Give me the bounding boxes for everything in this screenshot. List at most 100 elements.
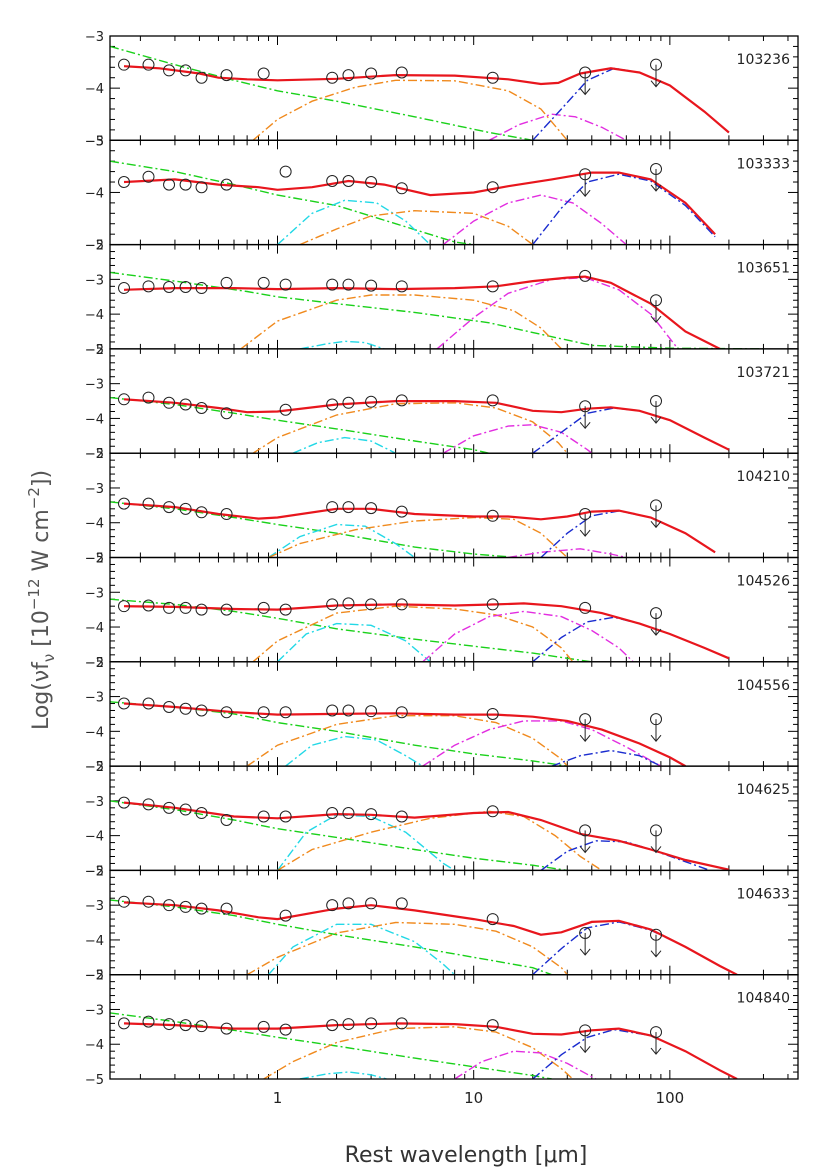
- photometry-point: [486, 71, 499, 84]
- photometry-point: [195, 807, 208, 820]
- panel-id-label: 104625: [737, 782, 790, 798]
- panel-103651: −5 −4 −3 −2 103651: [85, 239, 799, 358]
- hot-dust-curve: [285, 735, 424, 767]
- photometry-point: [279, 706, 292, 719]
- photometry-point: [220, 603, 233, 616]
- y-tick-label: −5: [85, 969, 104, 984]
- total-curve: [123, 275, 721, 349]
- y-label-exp2: −2: [25, 487, 43, 509]
- y-tick-label: −2: [85, 969, 104, 984]
- photometry-point: [326, 398, 339, 411]
- hot-dust-curve: [277, 622, 431, 662]
- total-curve: [123, 171, 716, 235]
- warm-dust-curve: [454, 1050, 597, 1080]
- stellar-curve: [110, 701, 568, 767]
- photometry-point: [195, 402, 208, 415]
- photometry-point: [326, 807, 339, 820]
- panel-id-label: 103721: [737, 365, 790, 381]
- total-curve: [123, 398, 730, 451]
- panel-103236: −5 −4 −3 103236: [85, 30, 799, 149]
- model-curves: [110, 501, 716, 558]
- y-tick-label: −2: [85, 447, 104, 462]
- warm-dust-curve: [422, 610, 634, 662]
- torus-curve: [240, 294, 562, 349]
- torus-curve: [299, 209, 534, 245]
- photometry-point: [326, 1019, 339, 1032]
- photometry-point: [342, 597, 355, 610]
- photometry-point: [220, 178, 233, 191]
- y-tick-label: −2: [85, 864, 104, 879]
- photometry-point: [342, 396, 355, 409]
- photometry-point: [142, 599, 155, 612]
- photometry-point: [342, 69, 355, 82]
- cold-dust-curve: [551, 749, 662, 767]
- panel-frame: [109, 243, 799, 350]
- panel-frame: [109, 869, 799, 976]
- photometry-point: [395, 706, 408, 719]
- y-tick-label: −3: [85, 586, 104, 601]
- upper-limit-arrowhead: [579, 1046, 591, 1054]
- panel-id-label: 103236: [737, 52, 791, 68]
- panel-104625: −5 −4 −3 −2 104625: [85, 760, 799, 879]
- photometry-point: [342, 897, 355, 910]
- photometry-point: [179, 803, 192, 816]
- photometry-point: [220, 276, 233, 289]
- photometry-point: [195, 506, 208, 519]
- upper-limit-arrowhead: [650, 1047, 662, 1055]
- model-curves: [110, 899, 738, 975]
- y-tick-label: −5: [85, 864, 104, 879]
- photometry-point: [220, 508, 233, 521]
- y-tick-label: −3: [85, 134, 104, 149]
- y-tick-label: −5: [85, 134, 104, 149]
- y-tick-label: −4: [85, 82, 104, 97]
- y-axis-label: Log(νfν [10−12 W cm−2]): [25, 470, 58, 730]
- upper-limit-arrowhead: [579, 734, 591, 742]
- total-curve: [123, 602, 730, 660]
- stellar-curve: [110, 899, 552, 975]
- photometry-point: [142, 58, 155, 71]
- photometry-point: [395, 66, 408, 79]
- photometry-point: [326, 899, 339, 912]
- model-curves: [110, 45, 730, 141]
- photometry-point: [279, 278, 292, 291]
- y-tick-label: −4: [85, 308, 104, 323]
- warm-dust-curve: [442, 194, 627, 245]
- photometry-point: [342, 1018, 355, 1031]
- x-tick-label: 10: [464, 1089, 483, 1107]
- hot-dust-curve: [277, 199, 431, 245]
- total-curve: [123, 1022, 738, 1080]
- photometry-point: [117, 58, 130, 71]
- cold-dust-curve: [532, 67, 730, 141]
- panel-104840: −5 −4 −3 −2 104840: [85, 969, 799, 1088]
- photometry-point: [279, 165, 292, 178]
- photometry-point: [179, 398, 192, 411]
- y-tick-label: −5: [85, 1073, 104, 1088]
- photometry-point: [326, 174, 339, 187]
- stellar-curve: [110, 1012, 552, 1080]
- torus-curve: [263, 1026, 574, 1080]
- photometry-point: [365, 67, 378, 80]
- photometry-point: [163, 899, 176, 912]
- photometry-point: [365, 395, 378, 408]
- cold-dust-curve: [532, 173, 716, 245]
- photometry-point: [117, 176, 130, 189]
- panel-id-label: 104210: [737, 469, 790, 485]
- y-tick-label: −4: [85, 830, 104, 845]
- x-tick-label: 100: [656, 1089, 685, 1107]
- panel-103721: −5 −4 −3 −2 103721: [85, 343, 799, 462]
- photometry-point: [220, 902, 233, 915]
- photometry-point: [117, 895, 130, 908]
- upper-limit-arrowhead: [579, 948, 591, 956]
- upper-limit-arrowhead: [650, 846, 662, 854]
- photometry-point: [279, 603, 292, 616]
- photometry-point: [365, 502, 378, 515]
- model-curves: [110, 271, 764, 349]
- photometry-point: [279, 403, 292, 416]
- photometry-point: [486, 598, 499, 611]
- y-label-end: ]): [29, 470, 54, 487]
- photometry-point: [142, 280, 155, 293]
- hot-dust-curve: [299, 340, 385, 349]
- x-axis-label: Rest wavelength [μm]: [345, 1143, 588, 1168]
- upper-limit-arrowhead: [650, 184, 662, 192]
- panel-id-label: 104633: [737, 886, 790, 902]
